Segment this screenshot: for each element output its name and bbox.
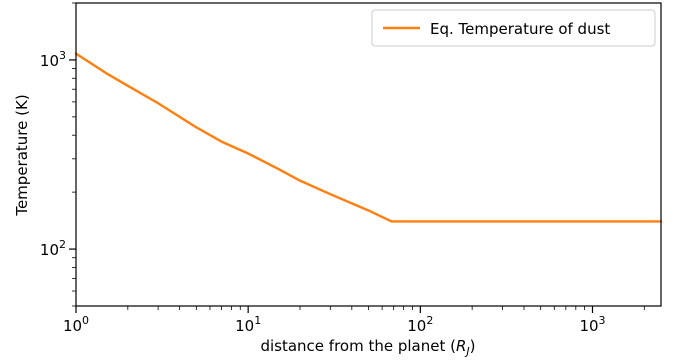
x-tick-label: 100 [63, 314, 89, 335]
legend: Eq. Temperature of dust [371, 9, 656, 47]
x-tick-label: 101 [235, 314, 261, 335]
series-lines [74, 52, 663, 223]
series-line-dust-temperature [74, 52, 663, 223]
x-axis-label: distance from the planet (RJ) [260, 337, 475, 358]
y-tick-label: 102 [40, 238, 66, 259]
legend-label: Eq. Temperature of dust [430, 20, 610, 38]
y-tick-label: 103 [40, 49, 66, 70]
y-axis-label: Temperature (K) [13, 94, 31, 216]
x-tick-label: 103 [579, 314, 605, 335]
major-ticks: 100 101 102 103 102 103 [40, 49, 606, 335]
legend-box [371, 9, 656, 47]
plot-frame [75, 2, 662, 307]
minor-ticks [72, 2, 645, 310]
x-tick-label: 102 [407, 314, 433, 335]
